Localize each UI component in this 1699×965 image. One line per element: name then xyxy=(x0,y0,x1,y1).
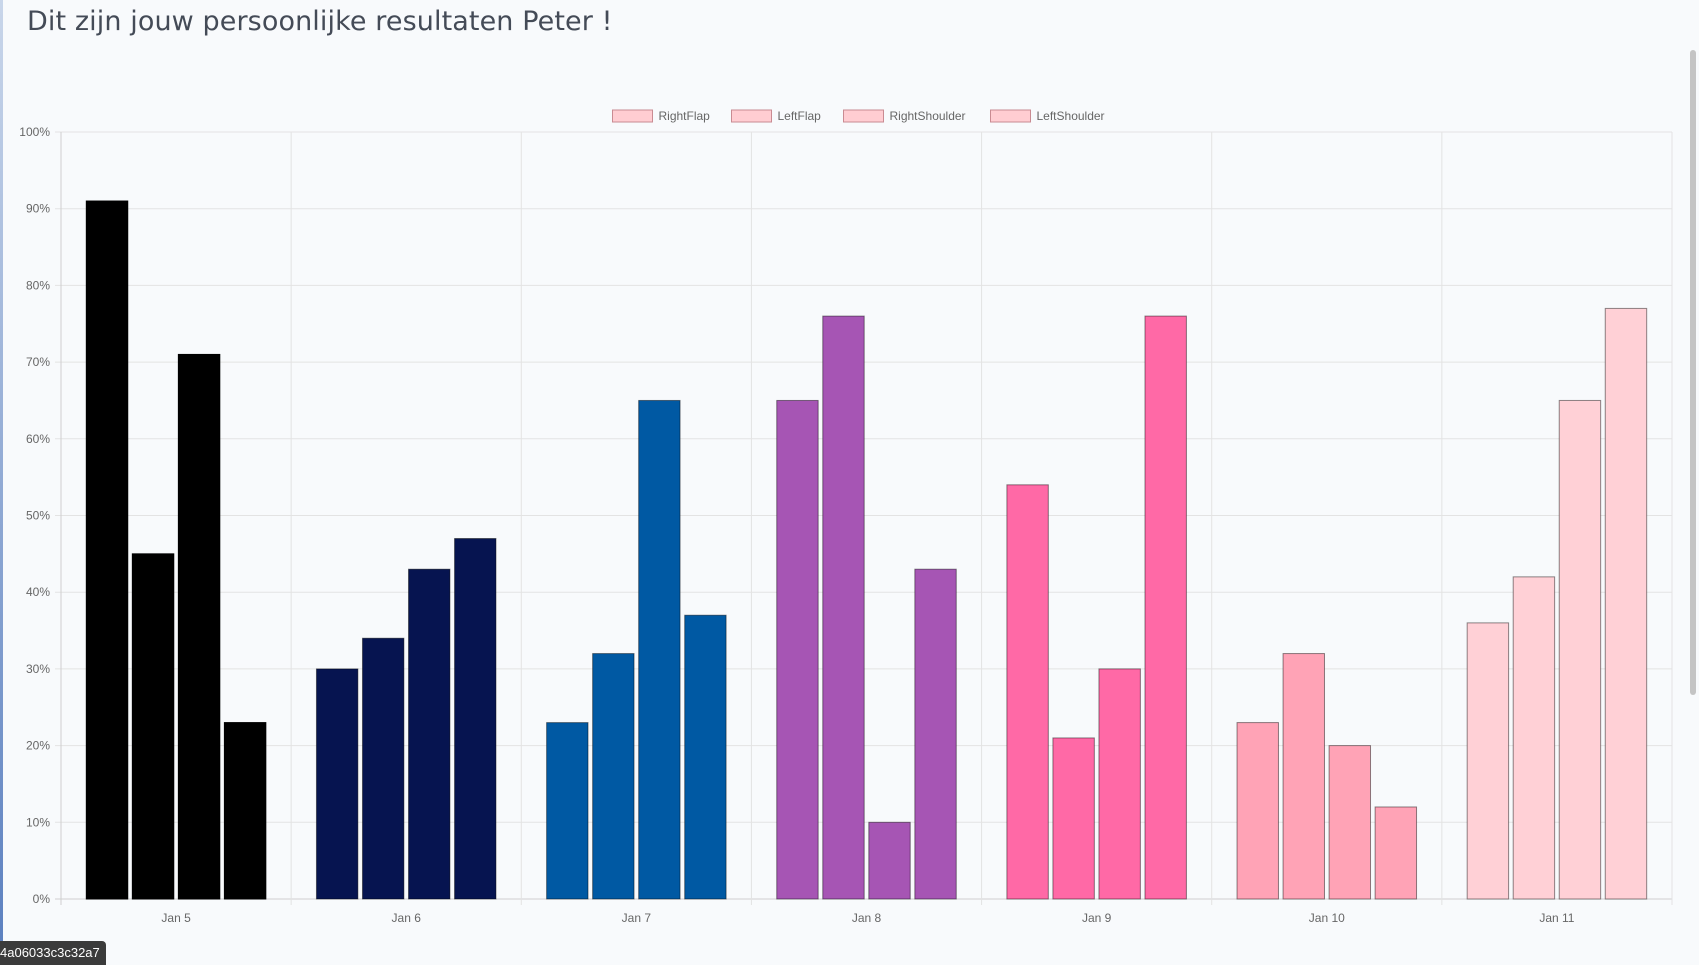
bar xyxy=(546,722,589,900)
bar xyxy=(1512,576,1556,900)
bar xyxy=(454,538,497,900)
vertical-scrollbar[interactable] xyxy=(1687,0,1699,965)
y-tick-label: 100% xyxy=(19,125,50,139)
scrollbar-thumb[interactable] xyxy=(1690,50,1696,695)
legend-swatch xyxy=(843,109,884,123)
bar xyxy=(1006,484,1049,900)
bar xyxy=(592,653,635,900)
x-tick-label: Jan 9 xyxy=(1082,911,1112,925)
x-tick-label: Jan 8 xyxy=(852,911,882,925)
legend-label: RightFlap xyxy=(659,109,711,123)
bar xyxy=(315,668,359,900)
y-tick-label: 20% xyxy=(26,739,50,753)
x-tick-label: Jan 6 xyxy=(392,911,422,925)
bar xyxy=(684,614,727,900)
legend-label: LeftFlap xyxy=(778,109,822,123)
y-tick-label: 50% xyxy=(26,509,50,523)
bar xyxy=(1236,722,1279,900)
bar xyxy=(223,722,267,900)
bar xyxy=(85,200,129,900)
bar xyxy=(408,568,451,900)
y-tick-label: 90% xyxy=(26,202,50,216)
bar xyxy=(822,315,865,900)
x-tick-label: Jan 10 xyxy=(1309,911,1345,925)
legend-label: RightShoulder xyxy=(890,109,966,123)
y-tick-label: 80% xyxy=(26,278,50,292)
legend-swatch xyxy=(612,109,653,123)
legend-swatch xyxy=(731,109,772,123)
x-tick-label: Jan 7 xyxy=(622,911,652,925)
legend-swatch xyxy=(990,109,1031,123)
bar xyxy=(361,637,405,900)
bar xyxy=(1466,622,1510,900)
x-tick-label: Jan 11 xyxy=(1539,911,1574,925)
bar xyxy=(776,399,819,900)
bar xyxy=(177,353,221,900)
bar xyxy=(1558,399,1602,900)
bar xyxy=(868,821,911,900)
bar xyxy=(1144,315,1187,900)
bar xyxy=(638,399,681,900)
y-tick-label: 70% xyxy=(26,355,50,369)
bar xyxy=(131,553,175,900)
bar xyxy=(1098,668,1141,900)
y-tick-label: 0% xyxy=(33,892,51,906)
x-tick-label: Jan 5 xyxy=(161,911,191,925)
y-tick-label: 10% xyxy=(26,815,50,829)
bar xyxy=(1282,653,1325,900)
y-tick-label: 60% xyxy=(26,432,50,446)
bar xyxy=(1052,737,1095,900)
left-edge-strip xyxy=(0,0,3,965)
footer-id-tag: 4a06033c3c32a7 xyxy=(0,941,106,965)
y-tick-label: 40% xyxy=(26,585,50,599)
bar xyxy=(914,568,957,900)
page-title: Dit zijn jouw persoonlijke resultaten Pe… xyxy=(27,6,613,37)
bar xyxy=(1374,806,1418,900)
legend-label: LeftShoulder xyxy=(1037,109,1105,123)
y-tick-label: 30% xyxy=(26,662,50,676)
bar xyxy=(1328,745,1372,900)
bar xyxy=(1604,307,1648,900)
